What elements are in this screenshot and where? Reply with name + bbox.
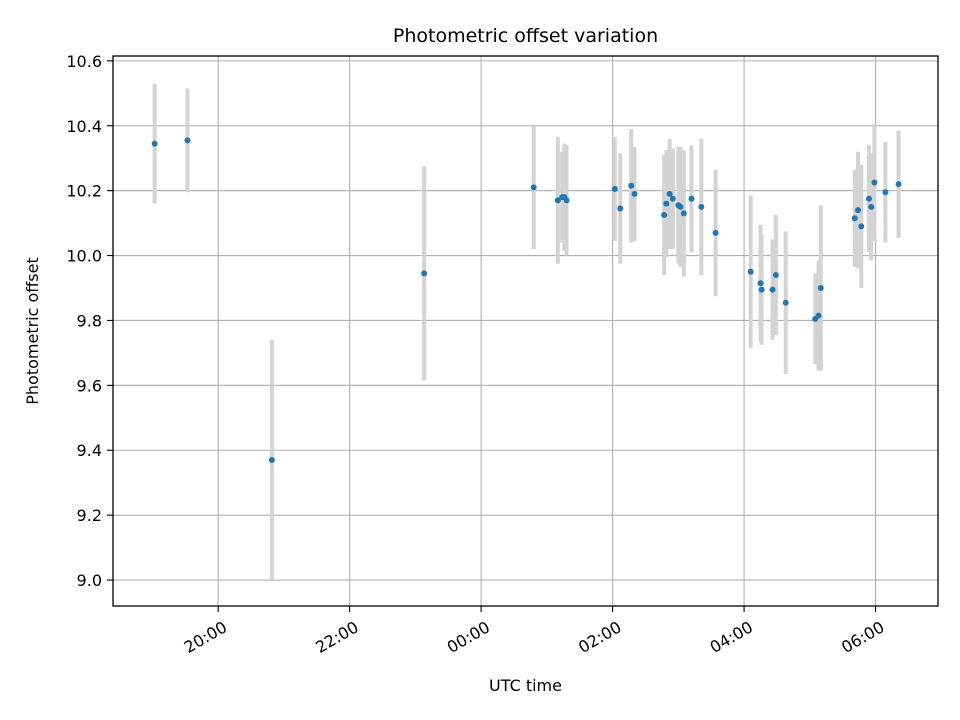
data-point (882, 189, 889, 196)
data-point (865, 195, 872, 202)
data-point (895, 181, 902, 188)
x-tick-label: 06:00 (838, 617, 887, 657)
data-point (871, 179, 878, 186)
point-layer (151, 137, 902, 463)
x-tick-label: 02:00 (575, 617, 624, 657)
y-tick-label: 10.2 (66, 182, 102, 201)
data-point (688, 195, 695, 202)
data-point (661, 211, 668, 218)
y-tick-label: 9.0 (77, 571, 102, 590)
x-tick-label: 22:00 (312, 617, 361, 657)
x-tick-label: 20:00 (181, 617, 230, 657)
y-tick-label: 9.4 (77, 441, 102, 460)
data-point (858, 223, 865, 230)
data-point (712, 229, 719, 236)
y-tick-label: 9.8 (77, 311, 102, 330)
data-point (421, 270, 428, 277)
data-point (757, 280, 764, 287)
tick-layer: 20:00 22:00 00:00 02:00 04:00 06:00 9.0 9.2 9.4 9… (66, 52, 887, 657)
data-point (669, 195, 676, 202)
chart-title: Photometric offset variation (393, 25, 658, 47)
data-point (663, 200, 670, 207)
y-tick-label: 10.6 (66, 52, 102, 71)
data-point (677, 203, 684, 210)
data-point (758, 286, 765, 293)
data-point (530, 184, 537, 191)
data-point (855, 207, 862, 214)
y-tick-label: 10.0 (66, 247, 102, 266)
data-point (851, 215, 858, 222)
data-point (151, 140, 158, 147)
data-point (698, 203, 705, 210)
x-tick-label: 00:00 (444, 617, 493, 657)
data-point (628, 182, 635, 189)
data-point (769, 286, 776, 293)
data-point (611, 186, 618, 193)
x-tick-label: 04:00 (707, 617, 756, 657)
data-point (554, 197, 561, 204)
data-point (815, 312, 822, 319)
data-point (268, 456, 275, 463)
errorbar-layer (152, 83, 901, 581)
data-point (563, 197, 570, 204)
data-point (617, 205, 624, 212)
y-axis-title: Photometric offset (23, 257, 42, 405)
data-point (184, 137, 191, 144)
y-tick-label: 9.2 (77, 506, 102, 525)
data-point (666, 190, 673, 197)
data-point (772, 272, 779, 279)
data-point (782, 299, 789, 306)
plot-frame (112, 55, 939, 607)
data-point (631, 190, 638, 197)
data-point (747, 268, 754, 275)
y-tick-label: 10.4 (66, 117, 102, 136)
y-tick-label: 9.6 (77, 376, 102, 395)
data-point (680, 210, 687, 217)
data-point (868, 203, 875, 210)
x-axis-title: UTC time (489, 676, 562, 695)
data-point (817, 285, 824, 292)
